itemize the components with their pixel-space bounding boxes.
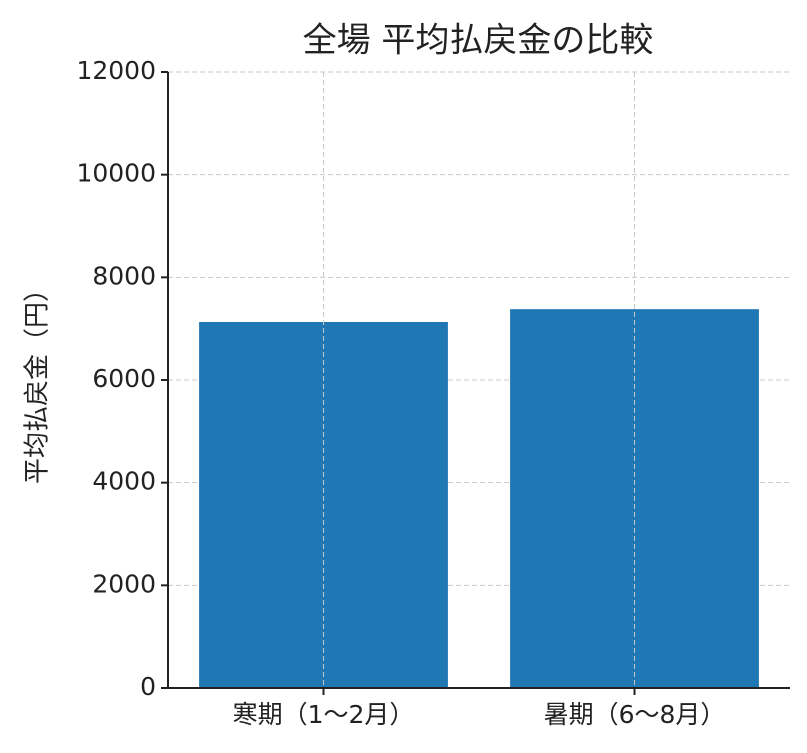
y-tick-label: 2000 (92, 569, 156, 598)
y-tick-label: 10000 (76, 159, 156, 188)
y-axis-label: 平均払戻金（円） (23, 276, 53, 484)
y-tick-label: 8000 (92, 261, 156, 290)
y-tick-label: 4000 (92, 467, 156, 496)
x-tick-label: 寒期（1〜2月） (233, 700, 415, 729)
y-tick-label: 12000 (76, 56, 156, 85)
chart-title: 全場 平均払戻金の比較 (303, 21, 654, 61)
y-tick-label: 0 (140, 672, 156, 701)
y-tick-label: 6000 (92, 364, 156, 393)
x-tick-label: 暑期（6〜8月） (544, 700, 726, 729)
